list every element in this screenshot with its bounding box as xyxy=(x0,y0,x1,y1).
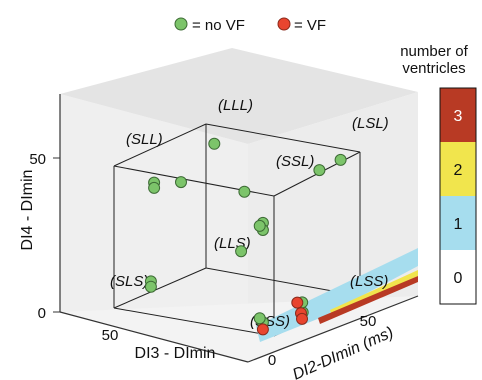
corner-label-lsl: (LSL) xyxy=(352,115,389,132)
legend: = no VF = VF xyxy=(174,17,326,34)
point-no-vf-13 xyxy=(144,280,157,293)
point-no-vf-5 xyxy=(238,185,251,198)
colorbar-level-2 xyxy=(440,142,476,196)
y-axis-line xyxy=(247,295,419,363)
points-layer xyxy=(144,137,347,336)
x-axis-label: DI3 - DImin xyxy=(135,345,216,362)
point-no-vf-9 xyxy=(208,137,221,150)
colorbar-level-0 xyxy=(440,250,476,304)
legend-marker-vf xyxy=(277,17,291,31)
point-vf-2 xyxy=(291,296,304,309)
point-vf-3 xyxy=(296,312,308,325)
point-no-vf-6 xyxy=(313,164,326,177)
back-wall xyxy=(60,48,418,144)
point-no-vf-14 xyxy=(235,245,248,258)
point-no-vf-4 xyxy=(148,181,161,194)
z-tick-label-0: 0 xyxy=(38,305,46,322)
legend-label-no-vf: = no VF xyxy=(192,17,245,34)
colorbar-level-1 xyxy=(440,196,476,250)
legend-label-vf: = VF xyxy=(294,17,326,34)
colorbar-label-3: 3 xyxy=(454,108,463,125)
colorbar-level-3 xyxy=(440,88,476,142)
legend-marker-no-vf xyxy=(174,17,188,31)
point-no-vf-11 xyxy=(253,312,266,325)
colorbar-label-1: 1 xyxy=(454,216,463,233)
corner-label-ssl: (SSL) xyxy=(276,153,314,170)
colorbar-frame xyxy=(439,87,477,305)
corner-label-lll: (LLL) xyxy=(218,97,253,114)
z-axis-label: DI4 - DImin xyxy=(19,170,36,251)
point-no-vf-7 xyxy=(175,176,187,189)
point-no-vf-2 xyxy=(253,219,266,232)
corner-label-sls: (SLS) xyxy=(110,273,148,290)
point-no-vf-8 xyxy=(334,153,347,166)
x-tick-label-50: 50 xyxy=(102,327,119,344)
point-vf-0 xyxy=(256,323,269,336)
colorbar-title-line1: number of xyxy=(400,43,468,60)
colorbar-title-line2: ventricles xyxy=(402,60,465,77)
x-tick-label-0: 0 xyxy=(268,352,276,369)
colorbar-label-2: 2 xyxy=(454,162,463,179)
corner-label-lss: (LSS) xyxy=(350,273,388,290)
colorbar-label-0: 0 xyxy=(454,270,463,287)
left-wall xyxy=(60,94,248,362)
region-three-ventricle xyxy=(318,276,418,324)
corner-label-sll: (SLL) xyxy=(126,131,163,148)
colorbar: number of ventricles 3 2 1 0 xyxy=(400,43,477,305)
z-tick-label-50: 50 xyxy=(29,151,46,168)
x-axis-line xyxy=(59,311,249,363)
y-tick-label-50: 50 xyxy=(360,313,377,330)
